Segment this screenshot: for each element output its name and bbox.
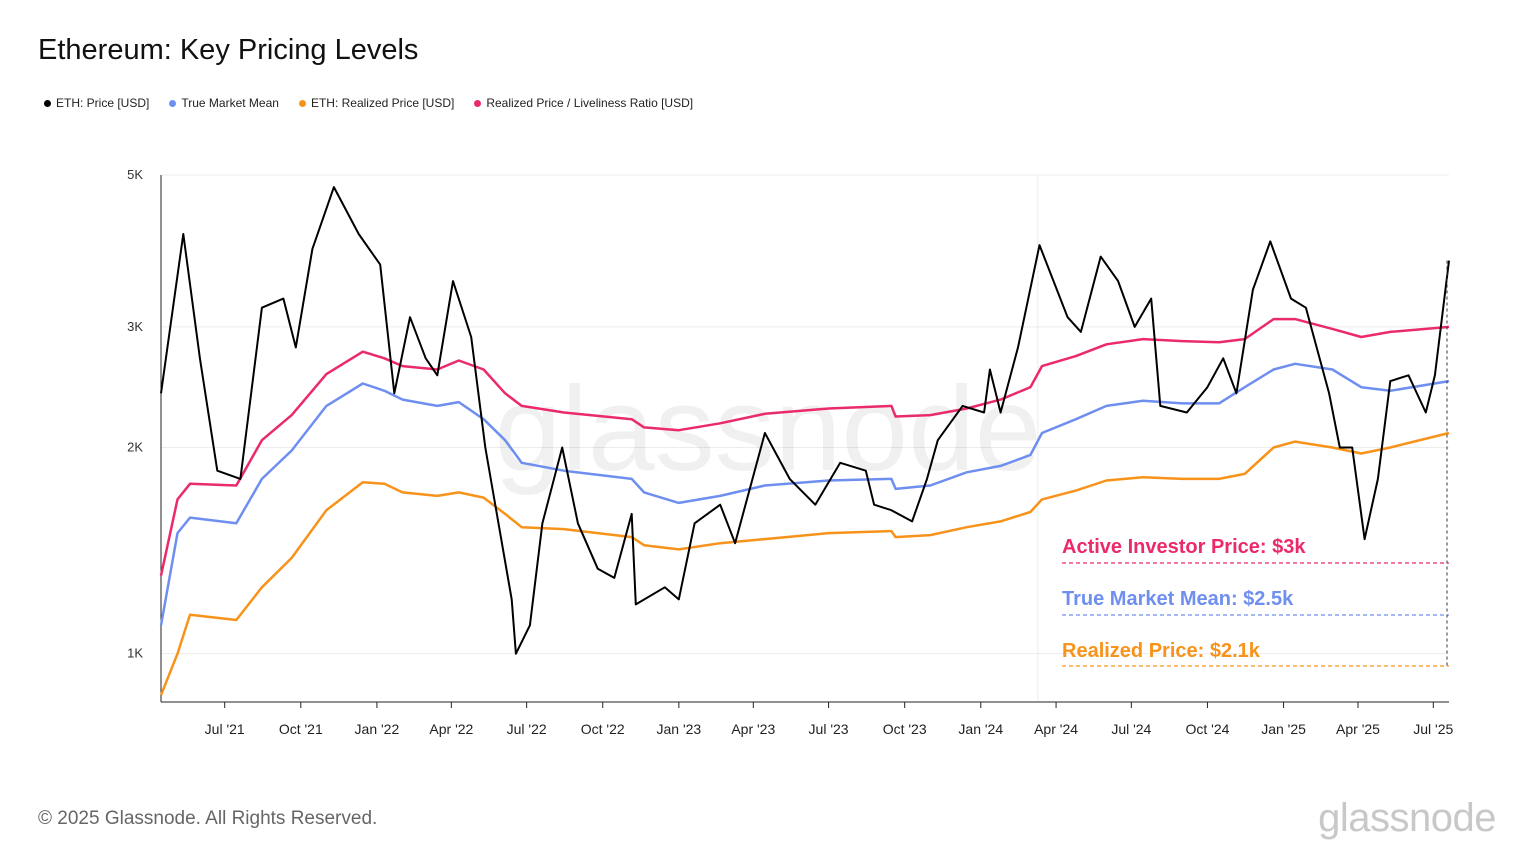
copyright-footer: © 2025 Glassnode. All Rights Reserved. (38, 808, 378, 829)
legend-dot-realized-price (298, 99, 306, 107)
x-tick-label: Jan '23 (656, 721, 701, 737)
axes: 1K 2K 3K 5K Jul '21 Oct '21 Jan '22 Apr '22 Jul … (127, 167, 1453, 737)
x-tick-label: Jul '23 (809, 721, 849, 737)
legend-dot-true-market-mean (169, 99, 177, 107)
y-tick-label: 3K (127, 319, 143, 334)
x-tick-label: Jul '22 (507, 721, 547, 737)
legend-label-price: ETH: Price [USD] (56, 96, 150, 110)
x-tick-label: Apr '22 (429, 721, 473, 737)
annotation-layer: Active Investor Price: $3k True Market Me… (1062, 260, 1449, 667)
legend: ETH: Price [USD] True Market Mean ETH: R… (44, 96, 693, 110)
x-tick-label: Apr '23 (731, 721, 775, 737)
x-tick-label: Jan '22 (355, 721, 400, 737)
legend-dot-price (44, 99, 51, 107)
x-tick-label: Jan '25 (1261, 721, 1306, 737)
legend-item-liveliness-ratio[interactable]: Realized Price / Liveliness Ratio [USD] (474, 96, 693, 110)
x-tick-label: Jul '25 (1413, 721, 1453, 737)
x-tick-label: Apr '25 (1336, 721, 1380, 737)
y-tick-label: 5K (127, 167, 143, 182)
x-tick-label: Oct '23 (883, 721, 927, 737)
series-line-eth-realized-price-usd[interactable] (159, 431, 1450, 696)
legend-item-true-market-mean[interactable]: True Market Mean (169, 96, 279, 110)
x-tick-label: Jul '24 (1111, 721, 1151, 737)
y-tick-label: 2K (127, 440, 143, 455)
annotation-label-realized: Realized Price: $2.1k (1062, 640, 1261, 662)
series-line-eth-price-usd[interactable] (160, 186, 1450, 655)
x-tick-label: Jan '24 (958, 721, 1003, 737)
legend-label-realized-price: ETH: Realized Price [USD] (310, 96, 455, 110)
x-tick-label: Oct '21 (279, 721, 323, 737)
grid (161, 174, 1449, 702)
annotation-label-true-market-mean: True Market Mean: $2.5k (1062, 588, 1294, 610)
series-layer (159, 186, 1450, 696)
legend-label-liveliness-ratio: Realized Price / Liveliness Ratio [USD] (486, 96, 694, 110)
x-tick-label: Jul '21 (205, 721, 245, 737)
glassnode-logo: glassnode (1318, 796, 1496, 840)
series-line-realized-price-liveliness-ratio-usd[interactable] (159, 317, 1450, 576)
x-tick-label: Oct '22 (581, 721, 625, 737)
legend-item-realized-price[interactable]: ETH: Realized Price [USD] (298, 96, 455, 110)
annotation-label-active-investor: Active Investor Price: $3k (1062, 536, 1306, 558)
x-tick-label: Oct '24 (1185, 721, 1229, 737)
legend-item-price[interactable]: ETH: Price [USD] (44, 96, 149, 110)
legend-label-true-market-mean: True Market Mean (181, 96, 279, 110)
x-tick-label: Apr '24 (1034, 721, 1078, 737)
series-line-true-market-mean[interactable] (159, 362, 1450, 626)
legend-dot-liveliness-ratio (474, 99, 482, 107)
y-tick-label: 1K (127, 646, 143, 661)
chart-title: Ethereum: Key Pricing Levels (38, 34, 419, 66)
